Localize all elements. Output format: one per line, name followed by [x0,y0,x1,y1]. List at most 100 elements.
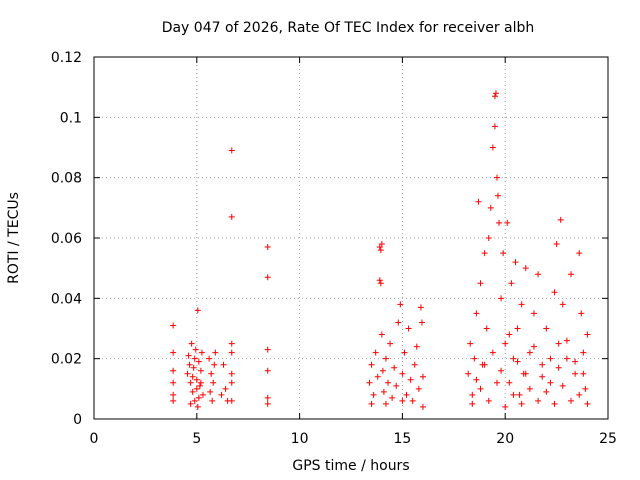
y-tick-label: 0.1 [60,110,82,126]
data-point [209,397,216,404]
data-point [403,391,410,398]
data-point [493,174,500,181]
data-point [264,367,271,374]
data-point [567,397,574,404]
data-point [555,340,562,347]
data-point [377,280,384,287]
data-point [471,355,478,362]
data-point [196,382,203,389]
data-point [418,319,425,326]
data-point [522,265,529,272]
data-point [580,370,587,377]
data-point [506,331,513,338]
data-point [170,391,177,398]
data-point [208,370,215,377]
data-point [372,349,379,356]
data-point [419,373,426,380]
data-point [228,147,235,154]
data-point [368,400,375,407]
data-point [264,244,271,251]
data-point [551,289,558,296]
data-point [555,364,562,371]
data-point [228,379,235,386]
data-point [170,379,177,386]
data-point [411,361,418,368]
data-point [405,325,412,332]
chart-title: Day 047 of 2026, Rate Of TEC Index for r… [162,20,535,36]
data-point [378,331,385,338]
data-point [377,247,384,254]
data-points [170,90,591,410]
data-point [493,379,500,386]
data-point [366,379,373,386]
data-point [508,280,515,287]
data-point [491,123,498,130]
data-point [518,400,525,407]
data-point [419,403,426,410]
data-point [469,391,476,398]
data-point [228,349,235,356]
data-point [500,250,507,257]
data-point [193,376,200,383]
data-point [228,370,235,377]
data-point [228,213,235,220]
data-point [385,379,392,386]
data-point [195,358,202,365]
data-point [547,355,554,362]
data-point [415,385,422,392]
data-point [526,349,533,356]
data-point [563,337,570,344]
data-point [485,235,492,241]
data-point [496,219,503,226]
data-point [543,325,550,332]
x-tick-label: 5 [192,431,201,447]
data-point [582,385,589,392]
data-point [397,301,404,308]
x-tick-label: 0 [90,431,99,447]
data-point [567,271,574,278]
data-point [477,385,484,392]
data-point [207,388,214,395]
data-point [514,358,521,365]
data-point [547,379,554,386]
y-axis-label: ROTI / TECUs [6,192,22,284]
data-point [264,400,271,407]
y-tick-label: 0.04 [51,291,82,307]
data-point [506,379,513,386]
data-point [185,352,192,359]
data-point [210,379,217,386]
data-point [557,216,564,223]
data-point [417,304,424,311]
data-point [485,397,492,404]
data-point [376,277,383,284]
data-point [518,301,525,308]
data-point [481,250,488,257]
data-point [197,367,204,374]
data-point [504,219,511,226]
x-tick-label: 10 [291,431,309,447]
data-point [393,382,400,389]
data-point [187,379,194,386]
data-point [489,349,496,356]
data-point [551,400,558,407]
data-point [194,307,201,314]
data-point [187,400,194,407]
y-tick-label: 0.06 [51,231,82,247]
data-point [191,397,198,404]
data-point [498,295,505,302]
data-point [576,250,583,257]
y-axis-ticks: 0 0.02 0.04 0.06 0.08 0.1 0.12 [51,50,608,428]
data-point [584,400,591,407]
grid-lines [94,57,608,419]
data-point [481,361,488,368]
data-point [389,394,396,401]
data-point [193,385,200,392]
data-point [469,400,476,407]
data-point [199,391,206,398]
data-point [195,394,202,401]
data-point [578,310,585,317]
data-point [188,340,195,347]
data-point [378,241,385,248]
data-point [510,391,517,398]
data-point [495,192,502,199]
